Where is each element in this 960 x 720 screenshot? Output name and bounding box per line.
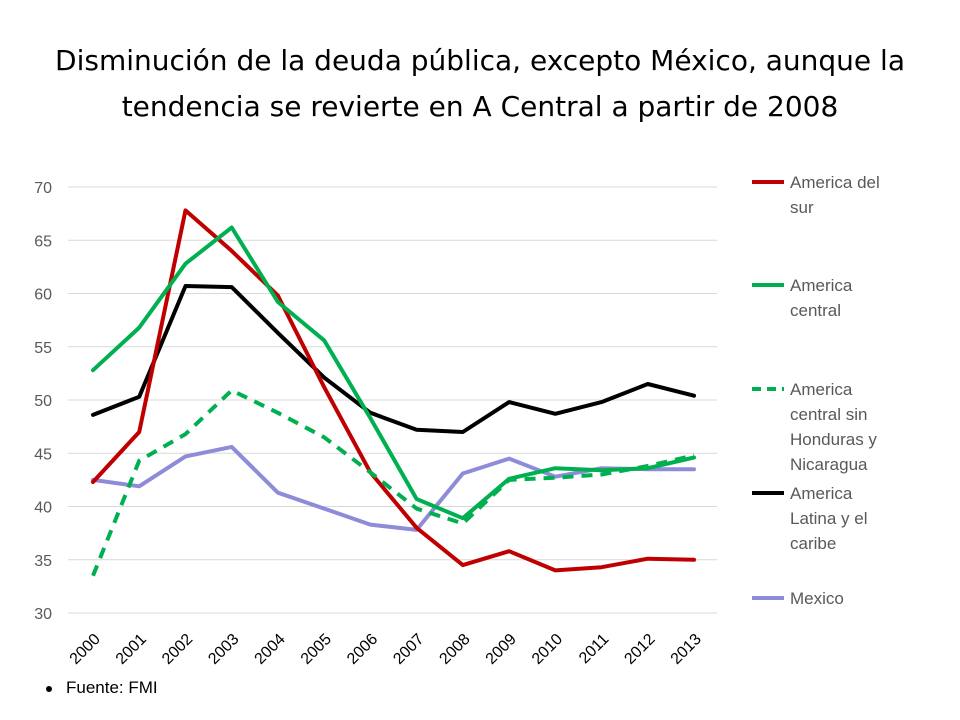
series-line-2 [91,388,695,577]
series-lines [91,208,696,577]
x-tick-label: 2004 [252,631,289,668]
y-tick-label: 50 [34,393,52,410]
legend-label: Honduras y [790,430,877,449]
y-tick-label: 40 [34,500,52,517]
y-tick-label: 65 [34,233,52,250]
x-tick-label: 2013 [668,631,705,668]
x-tick-label: 2002 [159,631,196,668]
x-tick-label: 2007 [390,631,427,668]
bullet-icon [46,685,52,692]
y-tick-label: 60 [34,287,52,304]
legend-label: central [790,301,841,320]
legend-label: sur [790,198,814,217]
legend-label: Nicaragua [790,455,868,474]
y-tick-label: 35 [34,553,52,570]
x-tick-label: 2008 [436,631,473,668]
x-tick-label: 2012 [621,631,658,668]
chart-title-line2: tendencia se revierte en A Central a par… [121,90,839,123]
legend-label: America [790,276,853,295]
series-line-0 [91,208,696,573]
y-tick-label: 45 [34,446,52,463]
x-tick-label: 2000 [67,631,104,668]
x-tick-label: 2001 [113,631,150,668]
y-tick-label: 70 [34,180,52,197]
legend: America del sur America central America centr… [752,173,880,608]
x-axis-tick-labels: 2000 2001 2002 2003 2004 2005 2006 2007 2008 2009… [67,631,705,668]
legend-label: America [790,484,853,503]
y-tick-label: 55 [34,340,52,357]
legend-label: America del [790,173,880,192]
chart-title: Disminución de la deuda pública, excepto… [0,38,960,130]
legend-label: Mexico [790,589,844,608]
x-tick-label: 2009 [483,631,520,668]
legend-label: caribe [790,534,836,553]
x-tick-label: 2010 [529,631,566,668]
y-tick-label: 30 [34,606,52,623]
series-line-3 [91,284,696,434]
x-tick-label: 2003 [205,631,242,668]
legend-label: America [790,380,853,399]
x-tick-label: 2005 [298,631,335,668]
legend-label: central sin [790,405,867,424]
source-text: Fuente: FMI [66,678,158,697]
x-tick-label: 2006 [344,631,381,668]
y-axis-tick-labels: 30 35 40 45 50 55 60 65 70 [34,180,52,623]
series-line-1 [91,225,696,521]
gridlines [68,186,717,614]
chart-title-line1: Disminución de la deuda pública, excepto… [55,44,905,77]
legend-label: Latina y el [790,509,868,528]
source-note: Fuente: FMI [46,678,158,698]
x-tick-label: 2011 [576,631,612,667]
